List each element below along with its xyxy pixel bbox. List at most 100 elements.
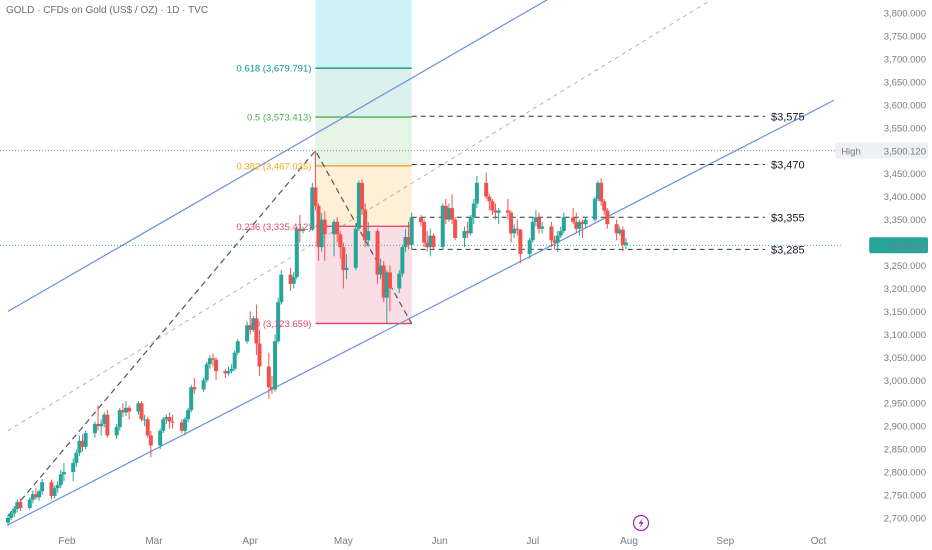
candle — [363, 209, 368, 241]
candle — [245, 325, 250, 342]
candle — [145, 419, 150, 436]
candle — [18, 501, 23, 508]
lightning-icon[interactable] — [632, 514, 650, 532]
candle — [518, 229, 523, 255]
candle — [30, 494, 35, 500]
candle — [471, 203, 476, 218]
candle — [189, 387, 194, 411]
candle — [269, 387, 274, 390]
candle — [71, 462, 76, 473]
price-tick: 2,850.000 — [884, 445, 926, 456]
candle — [291, 276, 296, 284]
price-tick: 3,100.000 — [884, 330, 926, 341]
candle — [558, 231, 563, 236]
candle — [235, 341, 240, 353]
candle — [375, 231, 380, 275]
candle — [341, 247, 346, 271]
price-tick: 3,400.000 — [884, 192, 926, 203]
candle — [92, 423, 97, 434]
candle — [192, 387, 197, 390]
candle — [468, 217, 473, 234]
candle — [124, 407, 128, 413]
candle — [37, 491, 42, 498]
fib-label-0.382: 0.382 (3,467.035) — [236, 161, 311, 172]
candle — [12, 508, 17, 514]
candle — [313, 187, 318, 206]
candle — [102, 414, 107, 424]
candle — [443, 205, 448, 220]
candle — [397, 273, 402, 289]
candle — [229, 368, 234, 372]
candle — [332, 221, 337, 235]
candle — [74, 452, 79, 463]
candle — [387, 272, 392, 289]
price-tick: 2,950.000 — [884, 399, 926, 410]
candle — [96, 423, 101, 427]
candle — [512, 228, 517, 234]
candle — [136, 403, 141, 412]
sr-label-3: $3,285 — [771, 244, 805, 256]
candle — [493, 210, 498, 213]
candle — [496, 210, 501, 213]
price-axis[interactable]: 2,700.000 2,750.000 2,800.000 2,850.000 2,90… — [835, 9, 928, 525]
candle — [344, 267, 349, 271]
time-axis[interactable]: Feb Mar Apr May Jun Jul Aug Sep Oct — [58, 536, 826, 547]
candle — [117, 410, 122, 428]
candle — [40, 482, 45, 492]
fib-zone-0.5 — [315, 117, 412, 166]
month-tick: Jun — [432, 536, 448, 547]
candle — [6, 518, 10, 523]
candle — [602, 201, 607, 211]
price-tick: 3,350.000 — [884, 215, 926, 226]
candle — [142, 419, 147, 421]
candle — [266, 366, 271, 388]
price-tick: 2,700.000 — [884, 514, 926, 525]
candle — [450, 208, 455, 220]
candle — [288, 274, 293, 284]
month-tick: Jul — [526, 536, 539, 547]
price-tick: 3,700.000 — [884, 54, 926, 65]
candle — [338, 234, 343, 248]
candle — [453, 219, 458, 238]
channel-upper — [7, 0, 548, 312]
candle — [207, 358, 212, 365]
candle — [580, 221, 585, 225]
price-tick: 3,050.000 — [884, 353, 926, 364]
candle — [170, 421, 175, 423]
candle — [161, 419, 166, 431]
candle — [446, 208, 451, 220]
candle — [592, 198, 597, 220]
candle — [49, 482, 54, 496]
candle — [167, 417, 172, 422]
candle — [335, 221, 340, 235]
candle — [419, 217, 423, 222]
candle — [99, 423, 104, 427]
candle — [474, 182, 479, 204]
candle — [80, 440, 85, 447]
candle — [210, 358, 215, 360]
candle — [533, 217, 538, 222]
candle — [540, 226, 545, 229]
candle — [574, 221, 579, 229]
candle — [403, 237, 408, 248]
candle — [276, 302, 281, 342]
candle — [537, 217, 541, 229]
candle — [360, 182, 364, 210]
candle — [431, 235, 436, 248]
candle — [381, 265, 386, 298]
fib-label-0.5: 0.5 (3,573.413) — [247, 113, 311, 124]
month-tick: Aug — [620, 536, 638, 547]
candle — [620, 229, 625, 245]
candle — [599, 182, 604, 202]
candle — [232, 352, 237, 369]
candle — [61, 472, 66, 475]
price-tick: 3,550.000 — [884, 123, 926, 134]
high-badge-label: High — [841, 147, 861, 158]
price-tick: 3,250.000 — [884, 261, 926, 272]
high-badge-value: 3,500.120 — [884, 147, 926, 158]
candle — [158, 430, 163, 446]
candle — [505, 210, 510, 213]
candle — [226, 371, 231, 374]
